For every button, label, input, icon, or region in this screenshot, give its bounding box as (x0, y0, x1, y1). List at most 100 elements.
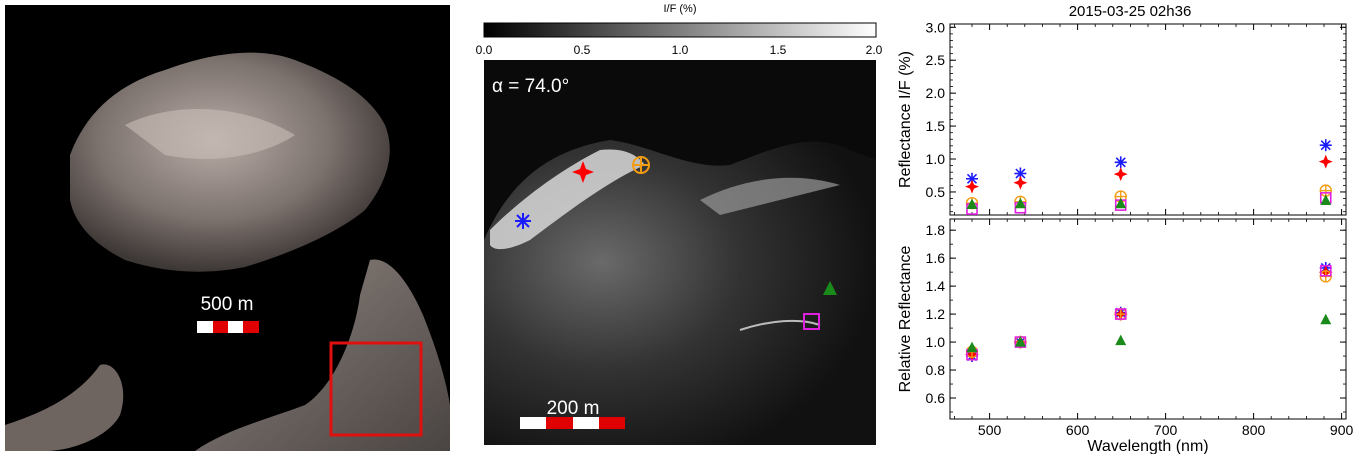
data-point (1115, 197, 1127, 209)
data-point (1013, 175, 1028, 190)
x-tick-label: 700 (1154, 422, 1178, 438)
data-point (1318, 154, 1333, 169)
large-lobe (195, 259, 450, 451)
zoom-region-box (329, 341, 423, 437)
colorbar-tick-label: 2.0 (866, 43, 883, 57)
data-point (1320, 194, 1332, 206)
marker-shape (1115, 334, 1127, 346)
colorbar-tick-label: 1.0 (672, 43, 689, 57)
marker-shape (1013, 175, 1028, 190)
data-point (1114, 156, 1127, 169)
scale-segment (546, 417, 573, 429)
data-point (1114, 308, 1127, 320)
y-tick-label: 1.8 (926, 222, 946, 238)
scale-label: 500 m (201, 294, 254, 315)
y-tick-label: 3.0 (926, 19, 946, 35)
scale-segment (599, 417, 625, 429)
phase-angle-label: α = 74.0° (492, 76, 569, 97)
spectra-plots: 2015-03-25 02h36 0.5 1.0 1.5 2.0 2.5 3.0 Refle… (890, 0, 1360, 455)
plot-title: 2015-03-25 02h36 (1069, 3, 1192, 20)
x-tick-label: 600 (1066, 422, 1090, 438)
y-tick-label: 0.8 (926, 362, 946, 378)
data-point (965, 179, 979, 194)
marker-shape (966, 198, 978, 209)
image-markers (515, 156, 837, 330)
data-point (966, 198, 978, 209)
scale-bar-200m: 200 m (520, 398, 625, 429)
y-tick-label: 2.5 (926, 52, 946, 68)
asterisk-marker (515, 213, 531, 229)
plot-frame (949, 218, 1347, 420)
colorbar (483, 22, 877, 38)
triangle-marker (823, 281, 837, 295)
scale-segment (213, 321, 228, 333)
marker-shape (965, 179, 979, 194)
lower-left-terrain (5, 364, 124, 451)
marker-stroke (966, 173, 978, 184)
x-axis-label: Wavelength (nm) (1087, 438, 1208, 454)
y-tick-label: 1.0 (926, 334, 946, 350)
terrain-region (484, 140, 876, 445)
bright-edge (739, 319, 821, 331)
marker-stroke (1320, 140, 1331, 151)
marker-shape (1320, 313, 1332, 325)
y-tick-label: 2.0 (926, 85, 946, 101)
lobe-highlight (125, 108, 295, 159)
x-tick-label: 800 (1242, 422, 1266, 438)
marker-stroke (1115, 157, 1126, 168)
bright-cliff (490, 149, 645, 250)
nucleus-context-svg: 500 m (5, 5, 450, 451)
bright-ridge (700, 177, 840, 215)
marker-shape (1320, 194, 1332, 206)
zoomed-reflectance-image: I/F (%) 0.0 0.5 1.0 1.5 2.0 α = 74.0° (470, 0, 890, 454)
scale-segment (197, 321, 213, 333)
colorbar-title: I/F (%) (664, 3, 697, 15)
data-point (1014, 336, 1026, 347)
x-tick-label: 900 (1330, 422, 1354, 438)
spectra-svg: 2015-03-25 02h36 0.5 1.0 1.5 2.0 2.5 3.0 Refle… (897, 3, 1354, 455)
scale-label: 200 m (547, 398, 600, 419)
scale-segment (573, 417, 599, 429)
marker-shape (1014, 197, 1026, 209)
colorbar-tick-label: 0.0 (476, 43, 493, 57)
y-tick-label: 1.0 (926, 151, 946, 167)
marker-shape (966, 341, 978, 353)
y-axis-label: Relative Reflectance (897, 246, 914, 393)
colorbar-ticks: 0.0 0.5 1.0 1.5 2.0 (476, 43, 883, 57)
scale-segment (228, 321, 243, 333)
plot-frame (949, 23, 1347, 216)
data-point (966, 341, 978, 353)
data-point (1319, 264, 1332, 277)
marker-shape (1319, 264, 1332, 277)
relative-reflectance-plot: 0.6 0.8 1.0 1.2 1.4 1.6 1.8 500 600 700 800 900 Rela… (897, 218, 1354, 455)
scale-bar-500m: 500 m (197, 294, 259, 333)
zoomed-image-svg: I/F (%) 0.0 0.5 1.0 1.5 2.0 α = 74.0° (476, 3, 883, 445)
marker-shape (1318, 154, 1333, 169)
data-point (1114, 307, 1127, 321)
y-tick-label: 1.5 (926, 118, 946, 134)
small-lobe (70, 52, 390, 272)
colorbar-tick-label: 1.5 (770, 43, 787, 57)
y-tick-label: 1.4 (926, 278, 946, 294)
data-point (1113, 167, 1128, 182)
scale-segment (520, 417, 546, 429)
y-tick-label: 1.6 (926, 250, 946, 266)
colorbar-tick-label: 0.5 (574, 43, 591, 57)
star-marker (572, 161, 594, 183)
marker-shape (1114, 308, 1127, 320)
marker-shape (1115, 197, 1127, 209)
data-point (1014, 167, 1027, 180)
marker-shape (1113, 167, 1128, 182)
y-tick-label: 1.2 (926, 306, 946, 322)
circle-plus-marker (632, 156, 650, 174)
y-tick-label: 0.6 (926, 390, 946, 406)
data-point (1319, 184, 1332, 197)
y-axis-label: Reflectance I/F (%) (897, 51, 914, 188)
data-point (1320, 313, 1332, 325)
data-point (1115, 334, 1127, 346)
scale-segment (243, 321, 259, 333)
square-marker (803, 313, 820, 330)
x-tick-label: 500 (978, 422, 1002, 438)
y-tick-label: 0.5 (926, 184, 946, 200)
reflectance-plot: 0.5 1.0 1.5 2.0 2.5 3.0 Reflectance I/F (%) (897, 19, 1347, 216)
